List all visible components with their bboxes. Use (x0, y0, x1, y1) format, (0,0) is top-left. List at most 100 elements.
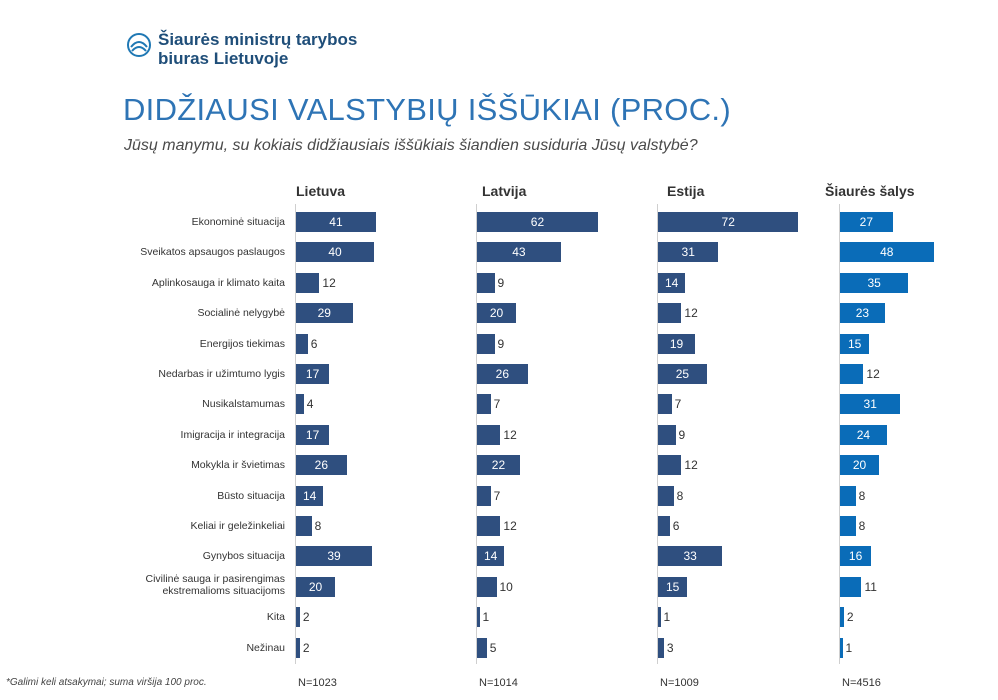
series-axis (295, 204, 296, 664)
bar (840, 212, 893, 232)
bar (840, 546, 872, 567)
bar-value-label: 12 (684, 458, 698, 473)
bar-value-label: 10 (499, 579, 513, 594)
bar-value-label: 11 (864, 579, 877, 594)
bar-value-label: 20 (852, 458, 867, 473)
bar (477, 637, 487, 658)
bar (477, 333, 495, 354)
bar-value-label: 6 (310, 336, 318, 351)
bar (296, 576, 335, 597)
bar-value-label: 22 (491, 458, 506, 473)
bar (296, 394, 304, 415)
bar-value-label: 20 (489, 306, 504, 321)
bar-value-label: 26 (495, 367, 510, 381)
category-label: Energijos tiekimas (199, 337, 285, 350)
bar (477, 516, 501, 536)
bar (477, 424, 501, 445)
bar-value-label: 6 (672, 519, 680, 533)
bar-value-label: 9 (678, 427, 686, 442)
bar (840, 303, 885, 324)
sample-size-label: N=1009 (660, 677, 699, 689)
sample-size-label: N=4516 (842, 677, 881, 689)
bar (296, 333, 308, 354)
bar (477, 576, 497, 597)
bar (658, 303, 682, 324)
bar (658, 394, 672, 415)
bar-value-label: 15 (847, 336, 862, 351)
bar (658, 333, 696, 354)
bar-value-label: 29 (317, 306, 331, 321)
category-label: Civilinė sauga ir pasirengimas ekstremal… (145, 572, 285, 597)
bar (840, 394, 901, 415)
bar-value-label: 8 (676, 488, 684, 503)
org-name: Šiaurės ministrų tarybos biuras Lietuvoj… (158, 30, 357, 68)
series-axis (839, 204, 840, 664)
bar (658, 485, 674, 506)
series-title: Latvija (482, 183, 527, 199)
bar (296, 455, 347, 476)
bar-value-label: 8 (858, 519, 866, 533)
bar (477, 242, 561, 263)
bar (477, 272, 495, 293)
bar-value-label: 31 (863, 397, 877, 412)
bar (840, 637, 843, 658)
bar-value-label: 8 (858, 488, 866, 503)
footnote: *Galimi keli atsakymai; suma viršija 100… (6, 677, 207, 688)
bar-value-label: 4 (306, 397, 314, 412)
category-label: Gynybos situacija (202, 550, 285, 563)
category-label: Keliai ir geležinkeliai (190, 520, 285, 532)
bar (477, 303, 516, 324)
bar-value-label: 3 (666, 640, 674, 655)
bar (840, 455, 879, 476)
bar-value-label: 48 (880, 245, 894, 260)
series-title: Estija (667, 183, 705, 199)
category-label: Sveikatos apsaugos paslaugos (140, 246, 285, 259)
bar (296, 242, 374, 263)
bar-value-label: 19 (669, 336, 684, 351)
bar-value-label: 40 (328, 245, 342, 260)
bar-value-label: 1 (482, 610, 490, 625)
bar-value-label: 2 (846, 610, 854, 625)
bar-value-label: 24 (856, 427, 871, 442)
bar (658, 364, 707, 384)
bar-value-label: 2 (302, 640, 310, 655)
bar (477, 212, 598, 232)
bar-value-label: 25 (675, 367, 690, 381)
bar-value-label: 7 (493, 488, 501, 503)
bar-value-label: 16 (848, 549, 863, 564)
bar (477, 607, 480, 628)
bar (658, 455, 682, 476)
bar (658, 516, 670, 536)
bar (658, 576, 688, 597)
bar-value-label: 15 (665, 579, 680, 594)
bar (840, 364, 864, 384)
bar (658, 272, 686, 293)
bar-value-label: 12 (503, 427, 517, 442)
bar (840, 485, 856, 506)
category-label: Nusikalstamumas (202, 398, 285, 411)
bar-value-label: 17 (305, 427, 320, 442)
bar (477, 394, 491, 415)
bar-value-label: 1 (845, 640, 853, 655)
bar-value-label: 7 (493, 397, 501, 412)
bar-value-label: 41 (329, 215, 343, 229)
org-name-line2: biuras Lietuvoje (158, 49, 289, 68)
series-axis (476, 204, 477, 664)
bar (840, 333, 870, 354)
bar (296, 364, 330, 384)
bar-value-label: 14 (483, 549, 498, 564)
bar-value-label: 27 (859, 215, 873, 229)
category-label: Būsto situacija (217, 489, 285, 502)
bar-value-label: 72 (721, 215, 735, 229)
category-label: Ekonominė situacija (191, 216, 285, 228)
bar (658, 212, 799, 232)
bar (840, 242, 934, 263)
category-label: Mokykla ir švietimas (191, 459, 285, 472)
bar-value-label: 26 (314, 458, 329, 473)
bar-value-label: 9 (497, 275, 505, 290)
bar-value-label: 8 (314, 519, 322, 533)
bar-value-label: 35 (867, 275, 881, 290)
bar (296, 303, 353, 324)
category-label: Socialinė nelygybė (197, 307, 285, 320)
bar (658, 637, 664, 658)
